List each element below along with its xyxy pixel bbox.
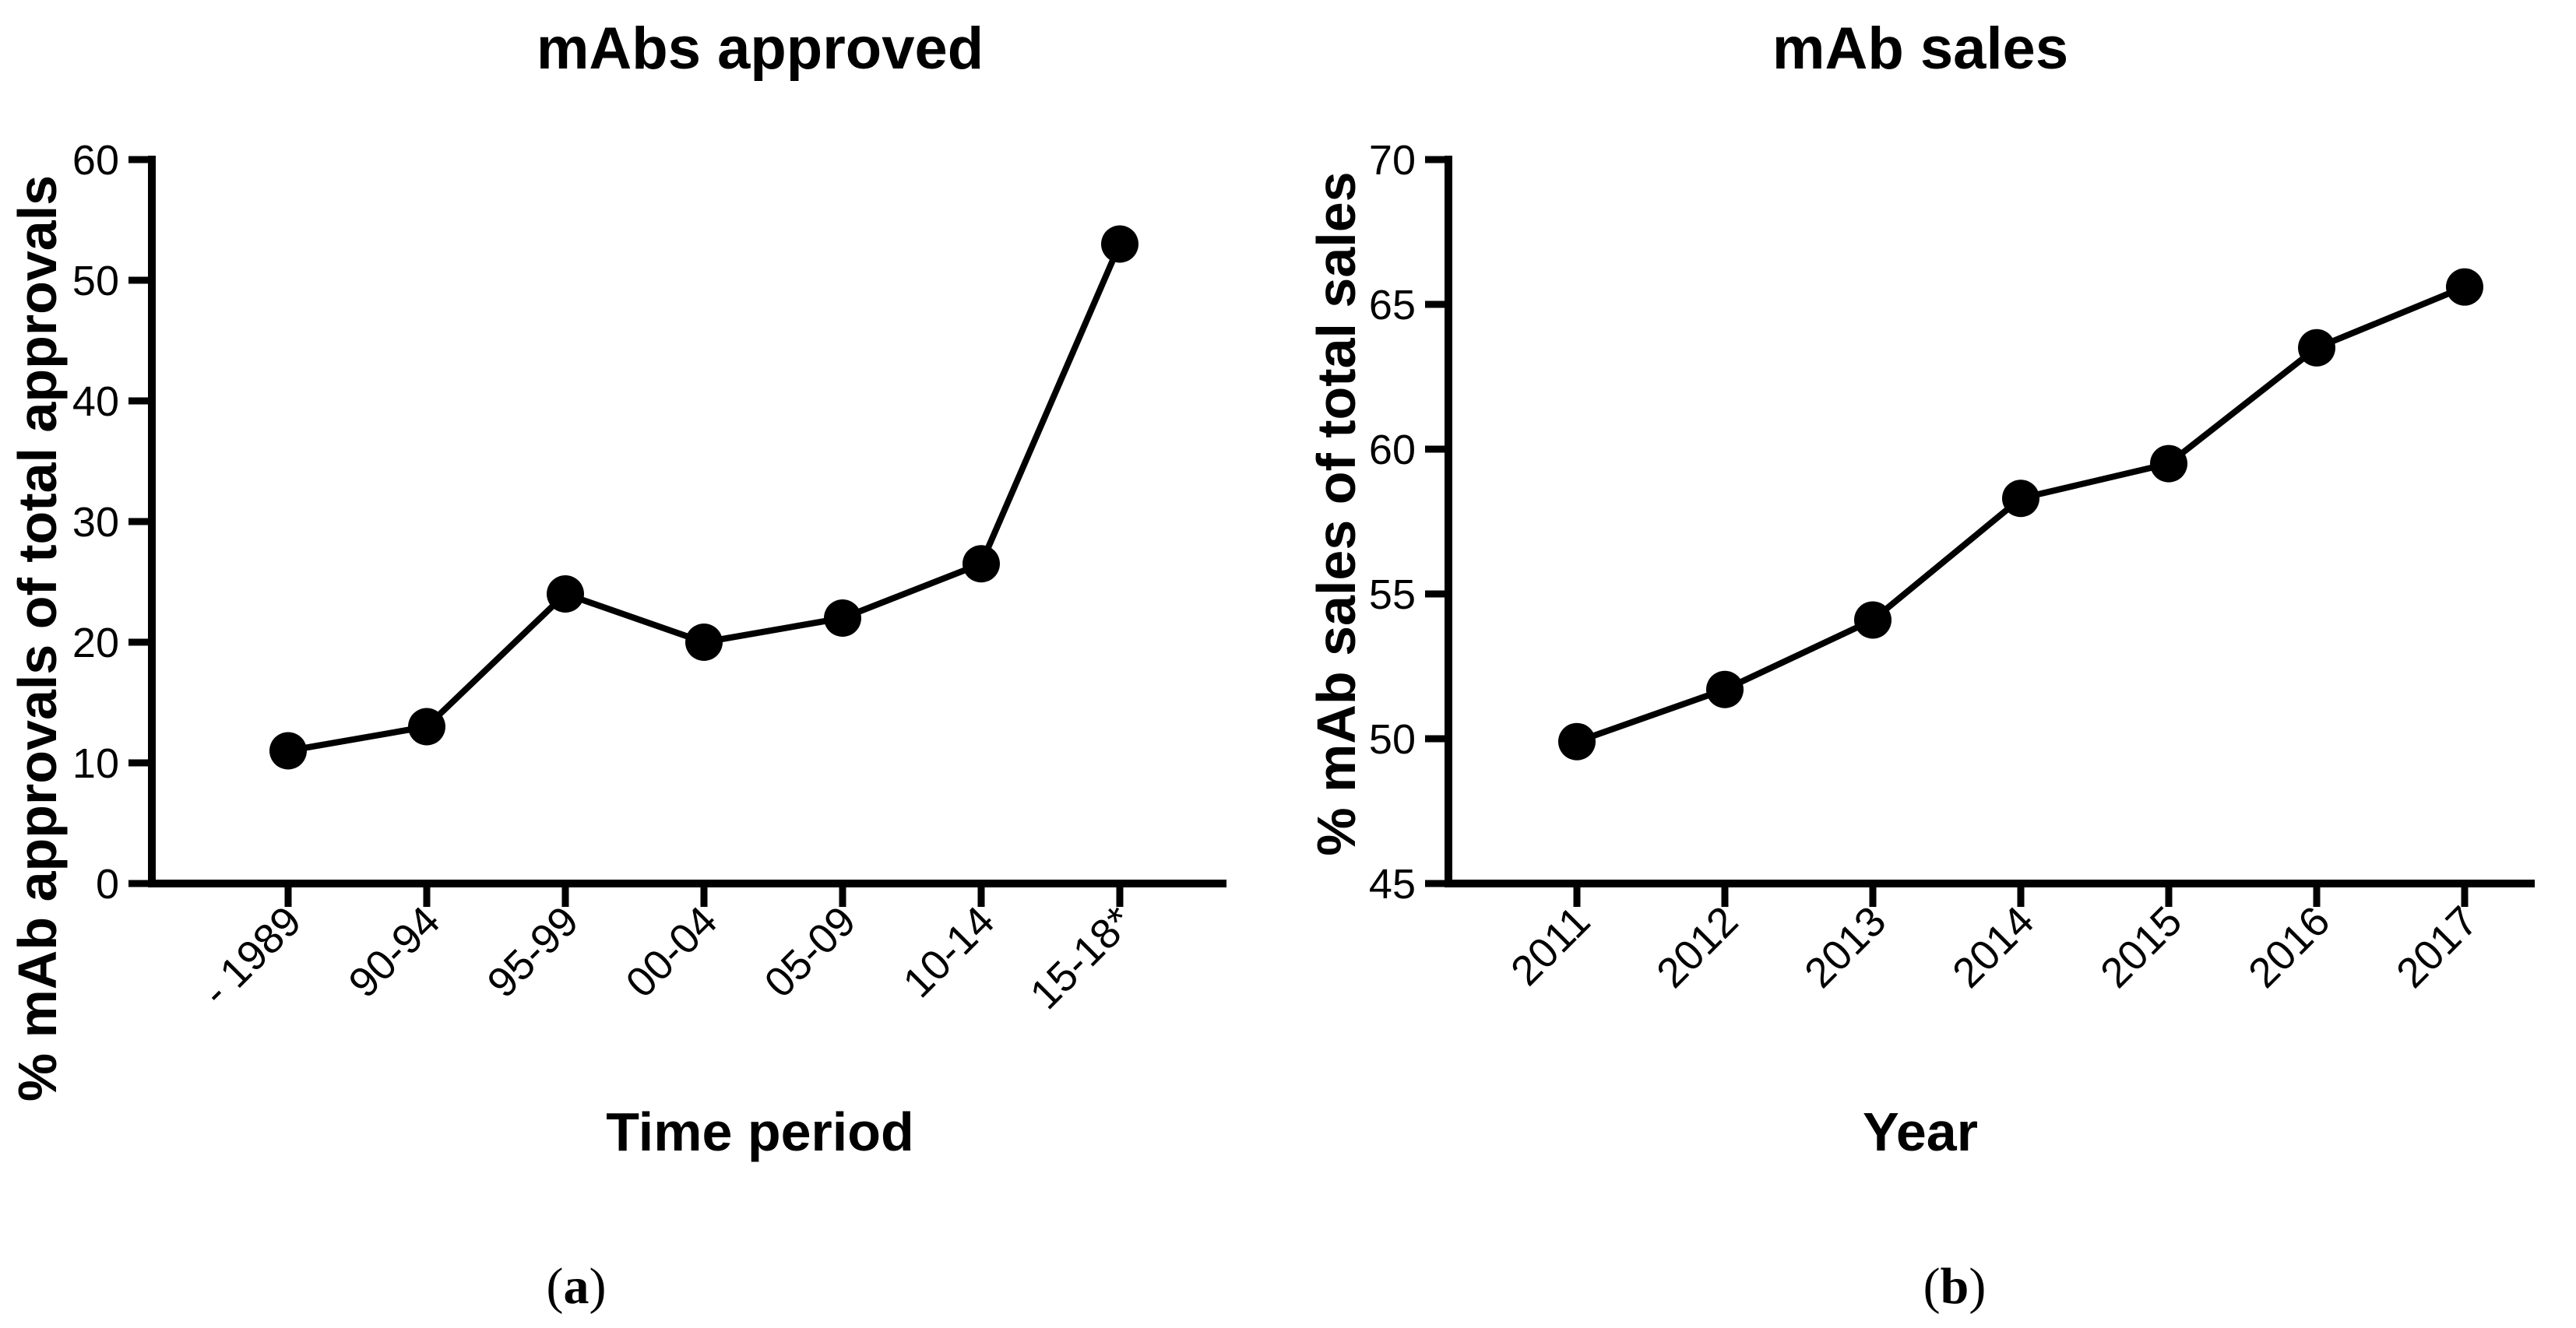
chart-a-panel-label-close: ) [589,1258,607,1315]
chart-b-y-axis-label: % mAb sales of total sales [1306,171,1367,855]
chart-a-x-tick-labels: - 1989 90-94 95-99 00-04 05-09 10-14 15-18* [193,898,1142,1018]
chart-b-x-tick-label: 2013 [1796,898,1895,996]
chart-a-x-tick-label: 90-94 [340,898,449,1007]
chart-b-panel-label-letter: b [1941,1258,1969,1315]
chart-a-y-ticks: 0 10 20 30 40 50 60 [72,137,152,908]
chart-b-x-axis-label: Year [1863,1101,1978,1162]
chart-b-data-point [2446,268,2483,306]
chart-a-y-tick-label: 20 [72,620,119,666]
chart-b: mAb sales % mAb sales of total sales Yea… [1306,16,2535,1315]
chart-b-x-tick-labels: 2011 2012 2013 2014 2015 2016 2017 [1502,898,2487,996]
chart-b-x-tick-label: 2015 [2092,898,2191,996]
chart-b-panel-label: (b) [1923,1258,1987,1315]
chart-a-title: mAbs approved [537,16,984,82]
chart-b-panel-label-open: ( [1923,1258,1941,1315]
chart-b-x-tick-label: 2014 [1944,898,2043,996]
chart-b-x-ticks [1573,884,2469,907]
chart-a-x-tick-label: 95-99 [478,898,587,1007]
chart-b-x-tick-label: 2012 [1648,898,1747,996]
chart-a-panel-label-open: ( [547,1258,564,1315]
chart-a-x-axis-label: Time period [606,1101,913,1162]
chart-b-y-tick-label: 70 [1369,137,1416,184]
chart-a-panel-label: (a) [547,1258,607,1315]
chart-b-points [1558,268,2483,761]
chart-a-x-tick-label: 00-04 [617,898,726,1007]
chart-b-data-point [1706,670,1744,708]
chart-a-panel-label-letter: a [564,1258,589,1315]
chart-b-x-tick-label: 2016 [2240,898,2338,996]
chart-b-y-tick-label: 45 [1369,861,1416,908]
chart-a-series-line [287,242,1123,754]
chart-a-data-point [547,575,584,613]
chart-a-data-point [685,624,723,661]
chart-a-y-tick-label: 10 [72,740,119,787]
chart-b-panel-label-close: ) [1969,1258,1986,1315]
chart-a-y-axis-label: % mAb approvals of total approvals [7,175,68,1101]
chart-a-data-point [962,545,1000,583]
chart-a-x-tick-label: - 1989 [193,898,311,1015]
chart-b-data-point [2002,480,2039,518]
chart-a-y-tick-label: 50 [72,258,119,304]
chart-a-x-tick-label: 05-09 [755,898,864,1007]
chart-b-data-point [2298,328,2335,367]
chart-b-x-tick-label: 2017 [2388,898,2486,996]
chart-a-x-ticks [284,884,1124,907]
chart-a-y-tick-label: 60 [72,137,119,184]
chart-a-y-tick-label: 30 [72,499,119,546]
chart-b-data-point [1854,601,1892,639]
chart-b-y-tick-label: 50 [1369,716,1416,763]
chart-a-y-tick-label: 40 [72,378,119,425]
chart-b-y-tick-label: 60 [1369,427,1416,473]
chart-b-data-point [1558,722,1596,761]
chart-b-data-point [2150,444,2187,483]
chart-b-y-tick-label: 55 [1369,571,1416,618]
chart-b-y-tick-label: 65 [1369,282,1416,328]
chart-a-data-point [824,599,861,637]
chart-a-points [269,225,1138,770]
chart-a-data-point [1101,225,1138,263]
chart-a-y-tick-label: 0 [96,861,119,908]
chart-b-title: mAb sales [1772,16,2068,82]
chart-b-y-ticks: 45 50 55 60 65 70 [1369,137,1448,908]
chart-a: mAbs approved % mAb approvals of total a… [7,16,1226,1315]
chart-a-data-point [408,708,445,746]
chart-a-data-point [269,732,307,770]
chart-a-x-tick-label: 10-14 [894,898,1003,1007]
chart-b-x-tick-label: 2011 [1502,898,1599,995]
chart-a-x-tick-label: 15-18* [1022,898,1142,1018]
